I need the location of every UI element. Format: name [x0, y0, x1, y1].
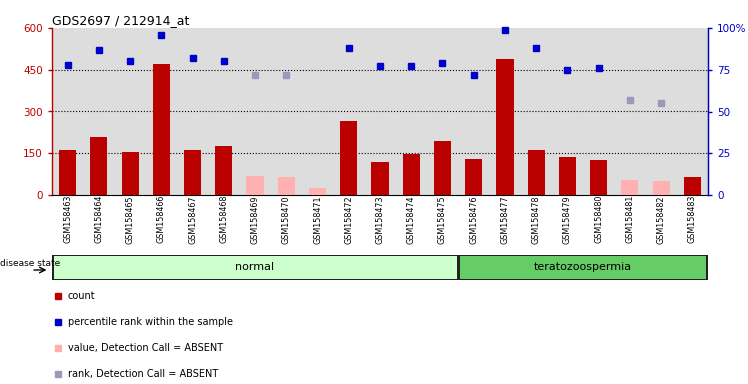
- Text: disease state: disease state: [0, 259, 61, 268]
- Text: GSM158470: GSM158470: [282, 195, 291, 243]
- Bar: [239, 28, 271, 195]
- Bar: [489, 28, 521, 195]
- Bar: [278, 177, 295, 195]
- Text: GSM158464: GSM158464: [94, 195, 103, 243]
- Bar: [271, 28, 302, 195]
- Text: rank, Detection Call = ABSENT: rank, Detection Call = ABSENT: [68, 369, 218, 379]
- Bar: [52, 28, 83, 195]
- Text: value, Detection Call = ABSENT: value, Detection Call = ABSENT: [68, 343, 223, 353]
- Text: normal: normal: [236, 263, 275, 273]
- Text: teratozoospermia: teratozoospermia: [534, 263, 632, 273]
- Text: GSM158481: GSM158481: [625, 195, 634, 243]
- Bar: [396, 28, 427, 195]
- Bar: [215, 146, 233, 195]
- Bar: [146, 28, 177, 195]
- Bar: [54, 256, 456, 279]
- Bar: [302, 28, 333, 195]
- Bar: [559, 157, 576, 195]
- Bar: [521, 28, 552, 195]
- Bar: [333, 28, 364, 195]
- Bar: [614, 28, 646, 195]
- Text: GSM158476: GSM158476: [469, 195, 478, 243]
- Text: GSM158463: GSM158463: [63, 195, 72, 243]
- Bar: [434, 141, 451, 195]
- Text: GSM158479: GSM158479: [563, 195, 572, 243]
- Text: percentile rank within the sample: percentile rank within the sample: [68, 316, 233, 327]
- Bar: [91, 137, 108, 195]
- Bar: [646, 28, 677, 195]
- Bar: [427, 28, 458, 195]
- Text: GSM158469: GSM158469: [251, 195, 260, 243]
- Text: GSM158483: GSM158483: [688, 195, 697, 243]
- Bar: [340, 121, 358, 195]
- Bar: [677, 28, 708, 195]
- Bar: [684, 177, 701, 195]
- Text: GSM158471: GSM158471: [313, 195, 322, 243]
- Bar: [497, 59, 514, 195]
- Bar: [458, 28, 489, 195]
- Text: count: count: [68, 291, 96, 301]
- Bar: [59, 150, 76, 195]
- Bar: [184, 150, 201, 195]
- Bar: [652, 181, 669, 195]
- Bar: [246, 175, 263, 195]
- Bar: [590, 160, 607, 195]
- Bar: [208, 28, 239, 195]
- Bar: [372, 162, 389, 195]
- Text: GSM158467: GSM158467: [188, 195, 197, 243]
- Text: GSM158482: GSM158482: [657, 195, 666, 243]
- Bar: [121, 152, 138, 195]
- Bar: [527, 150, 545, 195]
- Text: GSM158480: GSM158480: [594, 195, 603, 243]
- Text: GDS2697 / 212914_at: GDS2697 / 212914_at: [52, 14, 189, 27]
- Bar: [83, 28, 114, 195]
- Bar: [364, 28, 396, 195]
- Text: GSM158473: GSM158473: [375, 195, 384, 243]
- Text: GSM158472: GSM158472: [344, 195, 353, 243]
- Bar: [465, 159, 482, 195]
- Text: GSM158478: GSM158478: [532, 195, 541, 243]
- Bar: [153, 64, 170, 195]
- Text: GSM158465: GSM158465: [126, 195, 135, 243]
- Text: GSM158477: GSM158477: [500, 195, 509, 243]
- Text: GSM158475: GSM158475: [438, 195, 447, 243]
- Text: GSM158466: GSM158466: [157, 195, 166, 243]
- Bar: [552, 28, 583, 195]
- Bar: [114, 28, 146, 195]
- Bar: [402, 154, 420, 195]
- Bar: [309, 188, 326, 195]
- Text: GSM158468: GSM158468: [219, 195, 228, 243]
- Bar: [460, 256, 706, 279]
- Bar: [177, 28, 208, 195]
- Bar: [583, 28, 614, 195]
- Bar: [622, 180, 639, 195]
- Text: GSM158474: GSM158474: [407, 195, 416, 243]
